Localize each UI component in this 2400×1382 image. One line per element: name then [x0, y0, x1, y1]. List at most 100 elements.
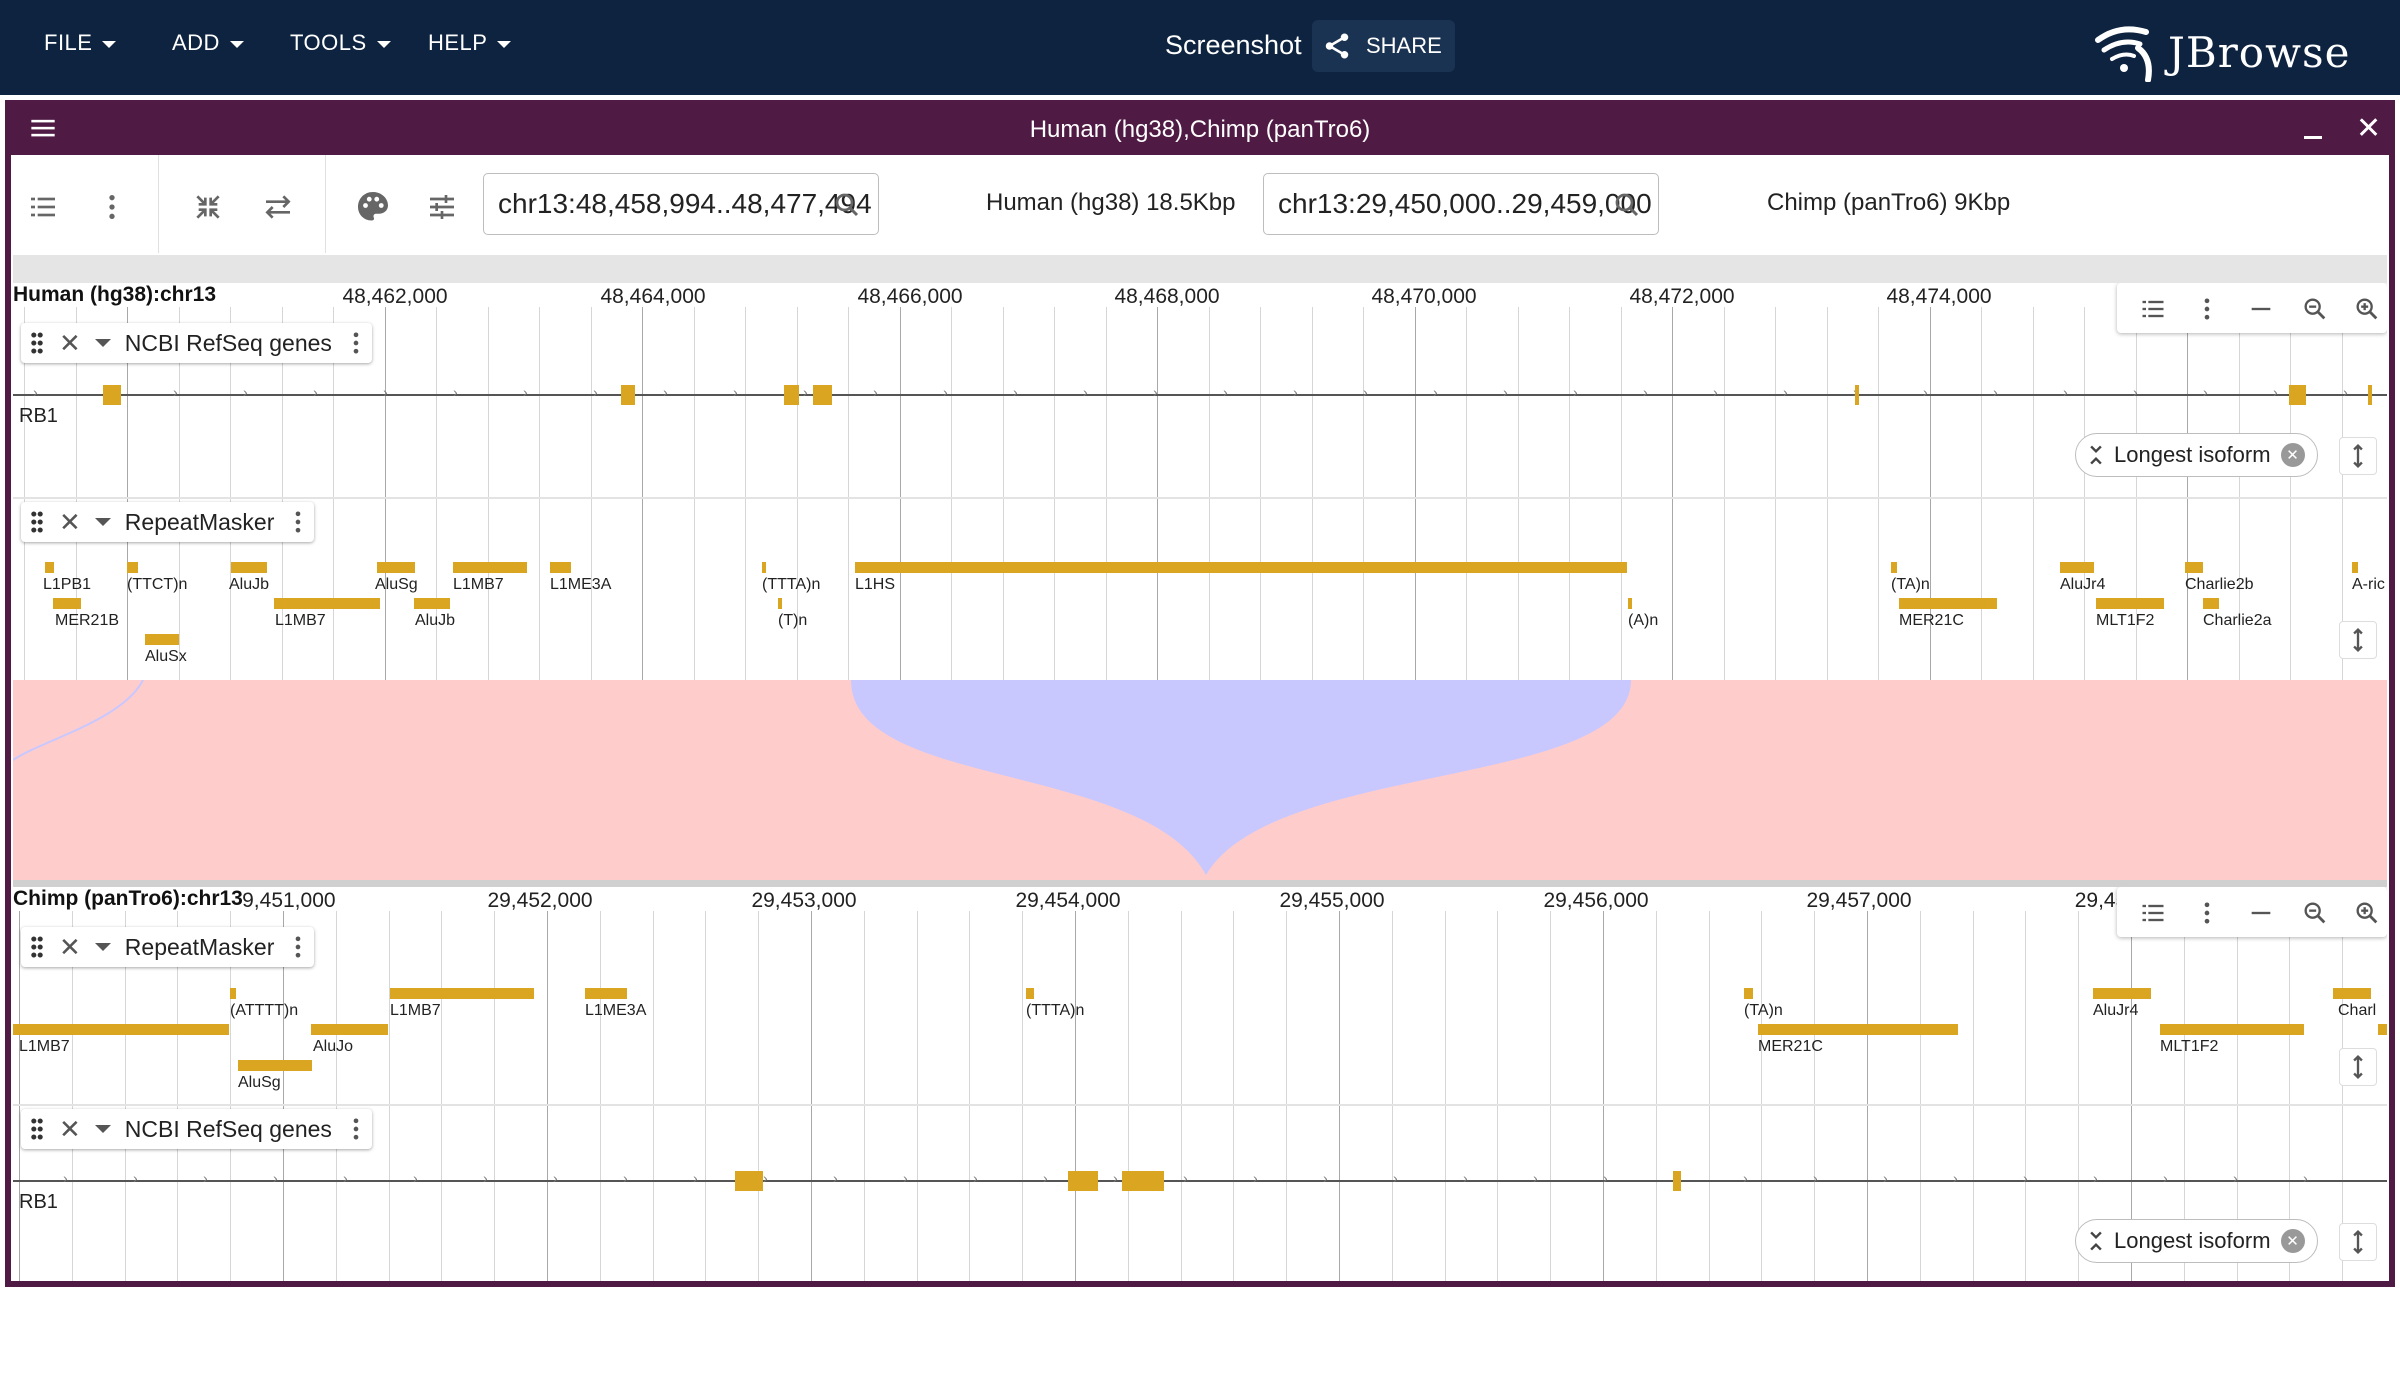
kebab-menu-icon[interactable] [2193, 295, 2221, 323]
repeat-feature[interactable] [45, 562, 54, 573]
gene-exon[interactable] [735, 1171, 763, 1191]
longest-isoform-chip[interactable]: Longest isoform ✕ [2075, 1219, 2318, 1263]
repeat-feature[interactable] [377, 562, 415, 573]
repeat-feature[interactable] [1891, 562, 1897, 573]
gene-exon[interactable] [1068, 1171, 1098, 1191]
repeat-feature[interactable] [453, 562, 527, 573]
search-icon[interactable] [1612, 190, 1642, 220]
close-circle-icon[interactable]: ✕ [2280, 443, 2305, 467]
close-track-icon[interactable]: ✕ [59, 1113, 81, 1144]
strand-arrow-icon: › [1043, 1170, 1048, 1186]
search-icon[interactable] [832, 190, 862, 220]
session-name[interactable]: Screenshot [1165, 30, 1302, 60]
repeat-feature[interactable] [2093, 988, 2151, 999]
minus-icon[interactable] [2247, 295, 2275, 323]
repeat-feature[interactable] [145, 634, 179, 645]
drag-handle-icon[interactable] [29, 1116, 45, 1142]
longest-isoform-chip[interactable]: Longest isoform ✕ [2075, 433, 2318, 477]
repeat-feature[interactable] [53, 598, 81, 609]
close-track-icon[interactable]: ✕ [59, 327, 81, 358]
repeat-feature[interactable] [2185, 562, 2203, 573]
repeat-feature[interactable] [1026, 988, 1034, 999]
repeat-feature[interactable] [231, 562, 267, 573]
bottom-location-input[interactable]: chr13:29,450,000..29,459,000 [1263, 173, 1659, 235]
close-track-icon[interactable]: ✕ [59, 506, 81, 537]
gene-exon[interactable] [784, 385, 799, 405]
drag-handle-icon[interactable] [29, 934, 45, 960]
chevron-down-icon[interactable] [94, 339, 111, 347]
repeat-feature[interactable] [13, 1024, 229, 1035]
menu-tools[interactable]: TOOLS [290, 30, 391, 56]
repeat-feature[interactable] [778, 598, 782, 609]
repeat-feature[interactable] [855, 562, 1627, 573]
menu-help[interactable]: HELP [428, 30, 512, 56]
zoom-in-icon[interactable] [2353, 899, 2381, 927]
repeat-feature[interactable] [762, 562, 766, 573]
zoom-in-icon[interactable] [2353, 295, 2381, 323]
tune-icon[interactable] [422, 187, 462, 227]
menu-add[interactable]: ADD [172, 30, 244, 56]
swap-icon[interactable] [258, 187, 298, 227]
repeat-feature[interactable] [1628, 598, 1632, 609]
repeat-feature[interactable] [2096, 598, 2164, 609]
repeat-feature[interactable] [238, 1060, 312, 1071]
repeat-feature[interactable] [585, 988, 627, 999]
gene-exon[interactable] [103, 385, 121, 405]
repeat-feature[interactable] [2160, 1024, 2304, 1035]
repeat-feature[interactable] [1758, 1024, 1958, 1035]
minimize-icon[interactable] [2304, 136, 2322, 139]
share-button[interactable]: SHARE [1312, 20, 1455, 72]
track-list-icon[interactable] [2139, 295, 2167, 323]
kebab-menu-icon[interactable] [92, 187, 132, 227]
top-location-input[interactable]: chr13:48,458,994..48,477,494 [483, 173, 879, 235]
close-circle-icon[interactable]: ✕ [2280, 1229, 2305, 1253]
gene-exon[interactable] [1855, 385, 1859, 405]
resize-handle[interactable] [2339, 1048, 2377, 1086]
palette-icon[interactable] [353, 187, 393, 227]
track-name: NCBI RefSeq genes [124, 1115, 332, 1142]
close-track-icon[interactable]: ✕ [59, 931, 81, 962]
repeat-feature[interactable] [274, 598, 380, 609]
close-icon[interactable]: ✕ [2356, 112, 2382, 145]
repeat-feature[interactable] [127, 562, 138, 573]
drag-handle-icon[interactable] [29, 330, 45, 356]
resize-handle[interactable] [2339, 1223, 2377, 1261]
gene-exon[interactable] [813, 385, 832, 405]
hamburger-menu-icon[interactable] [29, 114, 57, 142]
kebab-menu-icon[interactable] [2193, 899, 2221, 927]
resize-handle[interactable] [2339, 437, 2377, 475]
drag-handle-icon[interactable] [29, 509, 45, 535]
repeat-feature[interactable] [2378, 1024, 2387, 1035]
track-selector-icon[interactable] [23, 187, 63, 227]
zoom-out-icon[interactable] [2301, 295, 2329, 323]
track-list-icon[interactable] [2139, 899, 2167, 927]
kebab-menu-icon[interactable] [346, 329, 366, 357]
repeat-feature[interactable] [414, 598, 450, 609]
repeat-feature[interactable] [390, 988, 534, 999]
zoom-out-icon[interactable] [2301, 899, 2329, 927]
gene-exon[interactable] [1673, 1171, 1681, 1191]
menu-file[interactable]: FILE [44, 30, 117, 56]
repeat-feature[interactable] [230, 988, 236, 999]
repeat-feature[interactable] [2333, 988, 2371, 999]
gene-exon[interactable] [621, 385, 635, 405]
gene-exon[interactable] [2368, 385, 2372, 405]
repeat-feature[interactable] [2060, 562, 2094, 573]
repeat-feature[interactable] [2203, 598, 2219, 609]
kebab-menu-icon[interactable] [288, 933, 308, 961]
kebab-menu-icon[interactable] [288, 508, 308, 536]
repeat-feature[interactable] [1899, 598, 1997, 609]
repeat-feature[interactable] [550, 562, 571, 573]
collapse-icon[interactable] [188, 187, 228, 227]
gene-exon[interactable] [1122, 1171, 1164, 1191]
chevron-down-icon[interactable] [94, 518, 111, 526]
repeat-feature[interactable] [2352, 562, 2358, 573]
minus-icon[interactable] [2247, 899, 2275, 927]
repeat-feature[interactable] [311, 1024, 388, 1035]
kebab-menu-icon[interactable] [346, 1115, 366, 1143]
chevron-down-icon[interactable] [94, 1125, 111, 1133]
chevron-down-icon[interactable] [94, 943, 111, 951]
gene-exon[interactable] [2289, 385, 2306, 405]
repeat-feature[interactable] [1744, 988, 1753, 999]
resize-handle[interactable] [2339, 621, 2377, 659]
